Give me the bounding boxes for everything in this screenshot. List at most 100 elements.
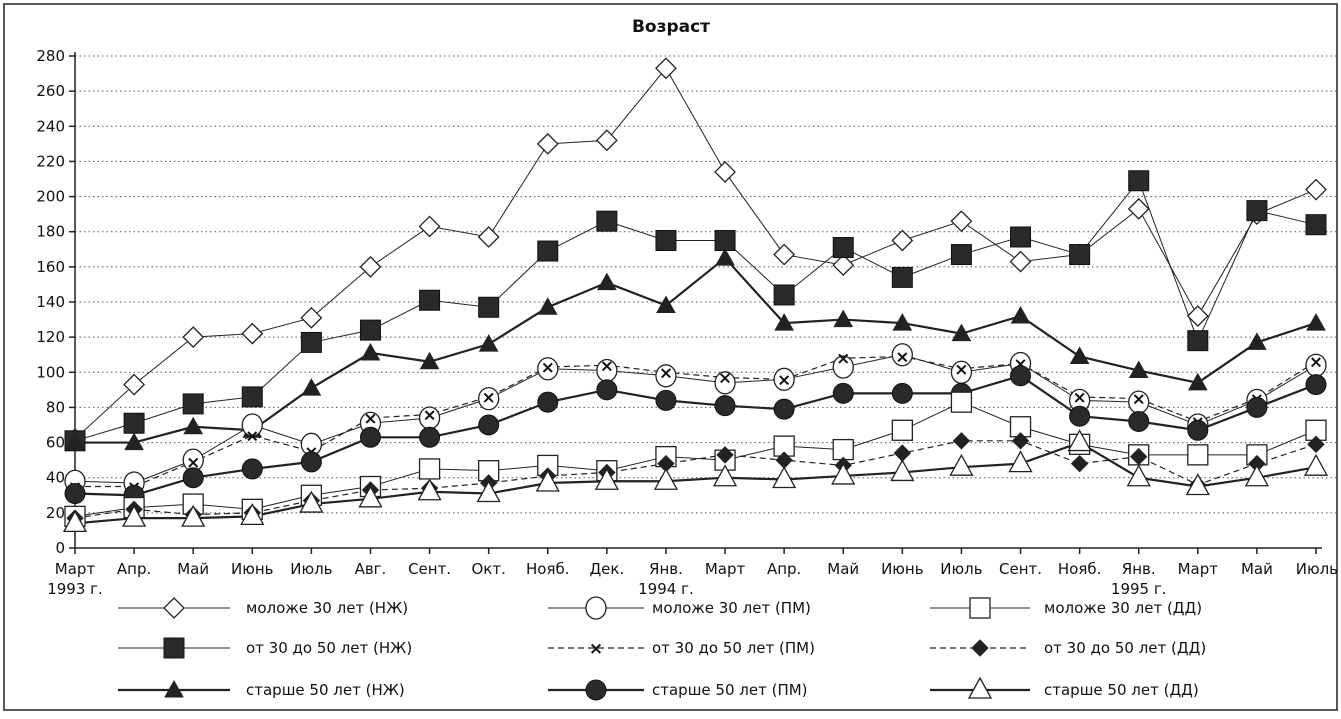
data-point	[891, 382, 913, 404]
data-point	[478, 296, 500, 318]
data-point	[1305, 374, 1327, 396]
y-tick-label: 140	[36, 293, 65, 311]
y-tick-label: 120	[36, 328, 65, 346]
data-point	[124, 432, 144, 451]
data-point	[478, 414, 500, 436]
legend-item: моложе 30 лет (НЖ)	[118, 597, 408, 619]
legend-label: старше 50 лет (ДД)	[1044, 681, 1199, 699]
data-point	[891, 266, 913, 288]
data-point	[1010, 365, 1032, 387]
chart-frame	[3, 3, 1338, 711]
data-point	[655, 389, 677, 411]
x-tick-label: Сент.	[408, 560, 451, 578]
data-point	[950, 210, 973, 233]
data-point	[951, 323, 972, 342]
data-point	[596, 210, 618, 232]
data-point	[121, 504, 147, 527]
legend: моложе 30 лет (НЖ) моложе 30 лет (ПМ) моло…	[118, 596, 1206, 701]
data-point	[241, 413, 263, 437]
data-point: ×	[777, 370, 791, 390]
data-point	[714, 161, 736, 183]
legend-item: моложе 30 лет (ПМ)	[548, 596, 811, 620]
legend-item: × от 30 до 50 лет (ПМ)	[548, 639, 815, 659]
series-2-points	[64, 391, 1327, 528]
x-tick-label: Июнь	[231, 560, 274, 578]
series-8-line-group	[74, 441, 1317, 525]
data-point: ×	[482, 388, 496, 408]
data-point	[1187, 419, 1209, 441]
data-point	[832, 382, 854, 404]
data-point	[773, 243, 796, 266]
data-point	[300, 451, 322, 473]
series-0-line	[74, 67, 1317, 440]
x-tick-label: Сент.	[999, 560, 1042, 578]
data-point	[1127, 197, 1150, 220]
legend-marker	[164, 679, 184, 698]
series-layer: ××××××××××××××××××××××	[62, 57, 1329, 533]
data-point	[716, 446, 734, 464]
legend-label: старше 50 лет (ПМ)	[652, 681, 808, 699]
data-point: ×	[1072, 388, 1086, 408]
y-tick-label: 100	[36, 363, 65, 381]
legend-marker	[971, 639, 989, 657]
data-point	[832, 438, 854, 461]
x-tick-sublabel: 1993 г.	[47, 580, 103, 598]
x-tick-label: Апр.	[117, 560, 151, 578]
data-point	[1187, 444, 1209, 466]
data-point	[123, 373, 146, 396]
data-point: ×	[895, 347, 909, 367]
data-point	[1069, 244, 1091, 266]
data-point	[891, 343, 913, 367]
legend-marker	[163, 597, 185, 619]
data-point	[655, 364, 677, 388]
series-3-line-group	[74, 179, 1317, 442]
data-point	[536, 132, 559, 155]
x-tick-label: Май	[1241, 560, 1273, 578]
x-tick-label: Май	[827, 560, 859, 578]
legend-item: старше 50 лет (НЖ)	[118, 679, 405, 699]
data-point	[477, 226, 500, 248]
series-1-line	[74, 354, 1317, 484]
x-tick-label: Янв.	[649, 560, 683, 578]
data-point	[299, 490, 324, 513]
data-point: ×	[718, 369, 732, 389]
data-point	[1187, 330, 1209, 352]
data-point	[359, 426, 381, 448]
data-point	[831, 462, 856, 485]
y-tick-label: 160	[36, 258, 65, 276]
data-point	[594, 467, 619, 490]
data-point	[952, 432, 971, 450]
data-point	[1185, 473, 1210, 496]
legend-item: моложе 30 лет (ДД)	[930, 597, 1202, 619]
data-point	[832, 237, 854, 259]
data-point	[949, 453, 974, 476]
data-point	[773, 398, 795, 420]
data-point	[301, 378, 322, 396]
data-point	[712, 464, 738, 487]
data-point	[774, 313, 794, 331]
data-point	[182, 326, 205, 349]
data-point	[596, 379, 618, 401]
x-tick-sublabel: 1995 г.	[1111, 580, 1167, 598]
y-tick-label: 280	[36, 47, 65, 65]
data-point	[182, 467, 204, 489]
y-tick-label: 80	[46, 398, 65, 416]
series-7-points	[64, 365, 1327, 506]
series-3-line	[74, 179, 1317, 442]
data-point	[478, 334, 499, 352]
data-point	[890, 459, 915, 482]
legend-item: от 30 до 50 лет (НЖ)	[118, 637, 412, 659]
data-point	[537, 240, 559, 262]
data-point	[240, 503, 265, 526]
x-tick-label: Окт.	[471, 560, 505, 578]
data-point	[64, 483, 86, 505]
data-point	[1069, 346, 1090, 364]
data-point	[950, 244, 972, 266]
chart-title: Возраст	[632, 17, 710, 37]
data-point	[417, 478, 442, 501]
data-point: ×	[600, 356, 614, 376]
data-point	[535, 469, 560, 492]
data-point	[359, 255, 382, 278]
series-6-line	[75, 256, 1317, 444]
